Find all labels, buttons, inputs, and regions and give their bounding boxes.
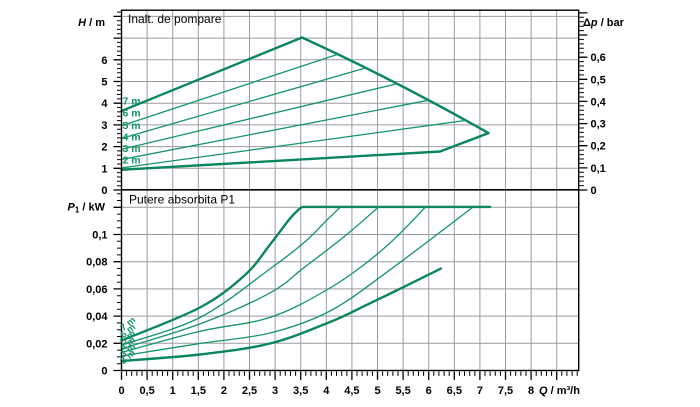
svg-text:0,04: 0,04 — [86, 311, 108, 323]
svg-text:Δp / bar: Δp / bar — [583, 17, 625, 29]
svg-text:5: 5 — [374, 385, 380, 397]
svg-text:0,5: 0,5 — [591, 74, 606, 86]
svg-text:0,1: 0,1 — [92, 230, 107, 242]
svg-text:2: 2 — [101, 142, 107, 154]
svg-text:3 m: 3 m — [123, 143, 141, 155]
svg-text:8: 8 — [528, 385, 534, 397]
svg-text:5,5: 5,5 — [395, 385, 410, 397]
svg-text:H / m: H / m — [78, 17, 105, 29]
svg-text:5: 5 — [101, 77, 107, 89]
svg-text:3,5: 3,5 — [293, 385, 308, 397]
svg-text:0,4: 0,4 — [591, 96, 607, 108]
svg-text:1: 1 — [170, 385, 176, 397]
svg-text:0,1: 0,1 — [591, 163, 606, 175]
svg-text:7: 7 — [477, 385, 483, 397]
svg-text:4,5: 4,5 — [344, 385, 359, 397]
svg-text:0,2: 0,2 — [591, 141, 606, 153]
svg-text:6: 6 — [426, 385, 432, 397]
svg-text:6,5: 6,5 — [447, 385, 462, 397]
svg-text:6: 6 — [101, 55, 107, 67]
svg-text:0: 0 — [101, 366, 107, 378]
svg-text:0,3: 0,3 — [591, 119, 606, 131]
svg-text:5 m: 5 m — [123, 120, 141, 132]
svg-text:0,02: 0,02 — [86, 338, 107, 350]
svg-text:2: 2 — [221, 385, 227, 397]
svg-text:0,08: 0,08 — [86, 257, 107, 269]
svg-text:3: 3 — [101, 120, 107, 132]
svg-text:0,6: 0,6 — [591, 52, 606, 64]
svg-text:Q / m³/h: Q / m³/h — [539, 385, 580, 397]
svg-text:6 m: 6 m — [123, 108, 141, 120]
svg-text:0: 0 — [591, 185, 597, 197]
svg-text:4 m: 4 m — [123, 132, 141, 144]
svg-text:4: 4 — [101, 98, 108, 110]
svg-text:0,06: 0,06 — [86, 284, 107, 296]
svg-text:4: 4 — [323, 385, 330, 397]
svg-text:1,5: 1,5 — [191, 385, 206, 397]
svg-text:0: 0 — [118, 385, 124, 397]
svg-text:Putere absorbita P1: Putere absorbita P1 — [129, 193, 235, 207]
svg-text:0,5: 0,5 — [139, 385, 154, 397]
svg-text:2,5: 2,5 — [242, 385, 257, 397]
svg-text:Inalt. de pompare: Inalt. de pompare — [128, 12, 222, 26]
svg-text:1: 1 — [101, 163, 107, 175]
svg-text:2 m: 2 m — [123, 155, 141, 167]
svg-text:0: 0 — [101, 185, 107, 197]
svg-text:P1 / kW: P1 / kW — [68, 202, 106, 215]
svg-text:7 m: 7 m — [123, 95, 141, 107]
svg-text:3: 3 — [272, 385, 278, 397]
svg-text:7,5: 7,5 — [498, 385, 513, 397]
